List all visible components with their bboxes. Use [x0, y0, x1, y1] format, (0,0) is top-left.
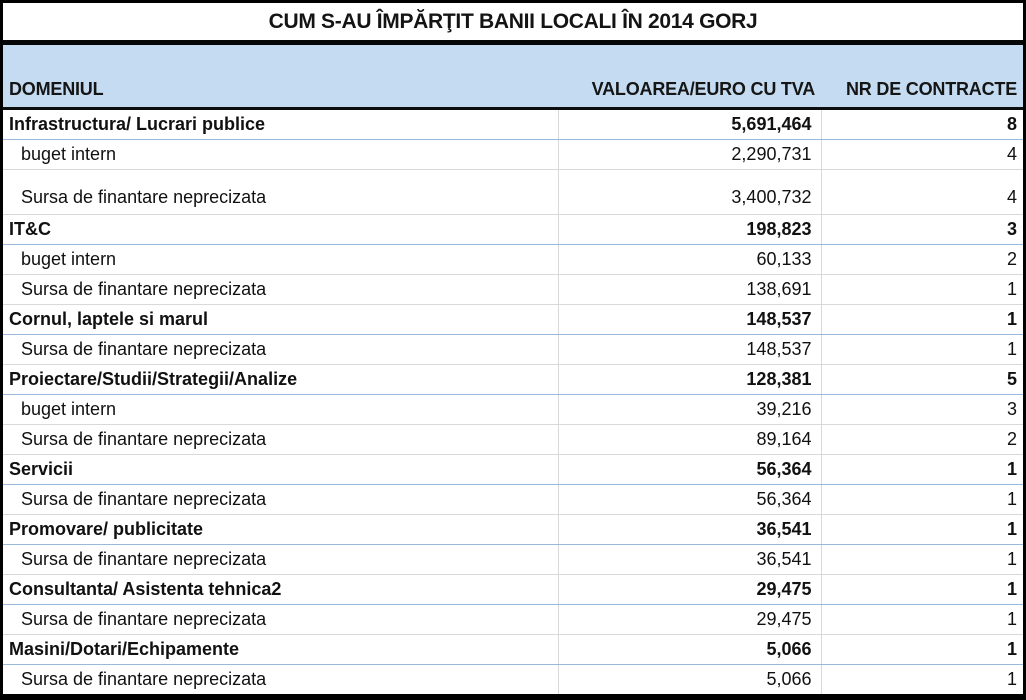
total-label: Total [3, 695, 558, 700]
domain-cell: Sursa de finantare neprecizata [3, 664, 559, 694]
contracts-cell: 4 [821, 169, 1023, 215]
category-row: Masini/Dotari/Echipamente 5,066 1 [3, 634, 1023, 665]
sub-row: Sursa de finantare neprecizata 36,541 1 [3, 544, 1023, 575]
category-row: Infrastructura/ Lucrari publice 5,691,464… [3, 108, 1023, 140]
value-cell: 2,290,731 [558, 139, 822, 170]
value-cell: 3,400,732 [558, 169, 822, 215]
table-footer: Total 6,294,650 21 [3, 695, 1023, 700]
value-cell: 39,216 [558, 394, 822, 425]
contracts-cell: 8 [821, 108, 1023, 140]
domain-cell: Sursa de finantare neprecizata [3, 544, 559, 575]
domain-cell: Promovare/ publicitate [3, 514, 559, 545]
category-row: Proiectare/Studii/Strategii/Analize 128,3… [3, 364, 1023, 395]
contracts-cell: 1 [821, 634, 1023, 665]
value-cell: 36,541 [558, 514, 822, 545]
value-cell: 60,133 [558, 244, 822, 275]
sub-row: Sursa de finantare neprecizata 138,691 1 [3, 274, 1023, 305]
value-cell: 148,537 [558, 334, 822, 365]
contracts-cell: 2 [821, 244, 1023, 275]
value-cell: 5,066 [558, 634, 822, 665]
contracts-cell: 1 [821, 304, 1023, 335]
domain-cell: IT&C [3, 214, 559, 245]
value-cell: 29,475 [558, 604, 822, 635]
sub-row: Sursa de finantare neprecizata 56,364 1 [3, 484, 1023, 515]
contracts-cell: 2 [821, 424, 1023, 455]
domain-cell: Sursa de finantare neprecizata [3, 169, 559, 215]
contracts-cell: 1 [821, 544, 1023, 575]
category-row: IT&C 198,823 3 [3, 214, 1023, 245]
contracts-cell: 4 [821, 139, 1023, 170]
contracts-cell: 1 [821, 484, 1023, 515]
category-row: Servicii 56,364 1 [3, 454, 1023, 485]
value-cell: 198,823 [558, 214, 822, 245]
value-cell: 56,364 [558, 484, 822, 515]
domain-cell: Proiectare/Studii/Strategii/Analize [3, 364, 559, 395]
value-cell: 138,691 [558, 274, 822, 305]
sub-row: buget intern 60,133 2 [3, 244, 1023, 275]
table-body: Infrastructura/ Lucrari publice 5,691,464… [3, 108, 1023, 694]
contracts-cell: 3 [821, 394, 1023, 425]
contracts-cell: 1 [821, 514, 1023, 545]
domain-cell: Cornul, laptele si marul [3, 304, 559, 335]
domain-cell: Infrastructura/ Lucrari publice [3, 108, 559, 140]
value-cell: 5,066 [558, 664, 822, 694]
table-header: DOMENIUL VALOAREA/EURO CU TVA NR DE CONT… [3, 45, 1023, 110]
category-row: Consultanta/ Asistenta tehnica2 29,475 1 [3, 574, 1023, 605]
value-cell: 36,541 [558, 544, 822, 575]
sub-row: Sursa de finantare neprecizata 29,475 1 [3, 604, 1023, 635]
contracts-cell: 1 [821, 664, 1023, 694]
data-table: DOMENIUL VALOAREA/EURO CU TVA NR DE CONT… [3, 45, 1023, 700]
contracts-cell: 5 [821, 364, 1023, 395]
total-contracts: 21 [821, 695, 1023, 700]
sub-row: buget intern 39,216 3 [3, 394, 1023, 425]
value-cell: 128,381 [558, 364, 822, 395]
column-header-domeniul: DOMENIUL [3, 45, 558, 110]
value-cell: 89,164 [558, 424, 822, 455]
sub-row: Sursa de finantare neprecizata 3,400,732 4 [3, 169, 1023, 215]
contracts-cell: 1 [821, 334, 1023, 365]
domain-cell: Masini/Dotari/Echipamente [3, 634, 559, 665]
total-row: Total 6,294,650 21 [3, 695, 1023, 700]
category-row: Promovare/ publicitate 36,541 1 [3, 514, 1023, 545]
domain-cell: buget intern [3, 139, 559, 170]
contracts-cell: 1 [821, 274, 1023, 305]
category-row: Cornul, laptele si marul 148,537 1 [3, 304, 1023, 335]
sub-row: Sursa de finantare neprecizata 5,066 1 [3, 664, 1023, 694]
column-header-valoarea: VALOAREA/EURO CU TVA [558, 45, 821, 110]
total-value: 6,294,650 [558, 695, 821, 700]
value-cell: 29,475 [558, 574, 822, 605]
domain-cell: Sursa de finantare neprecizata [3, 424, 559, 455]
page-title: CUM S-AU ÎMPĂRŢIT BANII LOCALI ÎN 2014 G… [3, 3, 1023, 45]
contracts-cell: 1 [821, 454, 1023, 485]
value-cell: 5,691,464 [558, 108, 822, 140]
domain-cell: Sursa de finantare neprecizata [3, 274, 559, 305]
header-row: DOMENIUL VALOAREA/EURO CU TVA NR DE CONT… [3, 45, 1023, 110]
domain-cell: Sursa de finantare neprecizata [3, 334, 559, 365]
value-cell: 148,537 [558, 304, 822, 335]
domain-cell: buget intern [3, 244, 559, 275]
sub-row: Sursa de finantare neprecizata 148,537 1 [3, 334, 1023, 365]
domain-cell: Sursa de finantare neprecizata [3, 604, 559, 635]
domain-cell: buget intern [3, 394, 559, 425]
value-cell: 56,364 [558, 454, 822, 485]
domain-cell: Consultanta/ Asistenta tehnica2 [3, 574, 559, 605]
contracts-cell: 1 [821, 604, 1023, 635]
sub-row: Sursa de finantare neprecizata 89,164 2 [3, 424, 1023, 455]
column-header-contracte: NR DE CONTRACTE [821, 45, 1023, 110]
sub-row: buget intern 2,290,731 4 [3, 139, 1023, 170]
contracts-cell: 3 [821, 214, 1023, 245]
contracts-cell: 1 [821, 574, 1023, 605]
domain-cell: Sursa de finantare neprecizata [3, 484, 559, 515]
domain-cell: Servicii [3, 454, 559, 485]
